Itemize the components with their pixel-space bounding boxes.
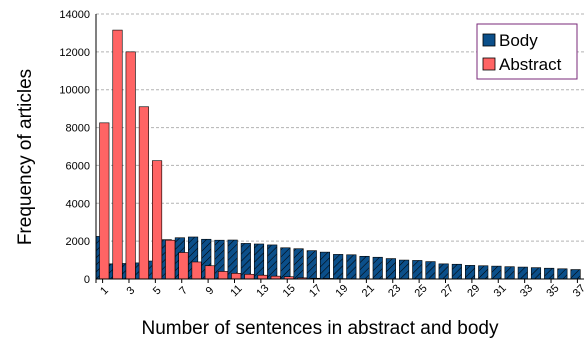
x-tick-label: 13 (254, 282, 271, 299)
bar-abstract (257, 274, 268, 280)
bar-body (306, 250, 317, 280)
bar-body (399, 259, 410, 280)
bar-abstract (244, 273, 255, 280)
bar-abstract (112, 29, 123, 280)
x-tick-label: 35 (544, 282, 561, 299)
bar-body (319, 251, 331, 280)
x-tick-label: 33 (518, 282, 535, 299)
y-tick-label: 8000 (66, 123, 90, 135)
bar-body (570, 269, 581, 280)
x-tick-label: 17 (307, 282, 324, 299)
bar-body (385, 258, 396, 280)
x-tick-label: 5 (151, 285, 164, 298)
bar-body (438, 263, 449, 280)
legend-swatch-abstract (482, 57, 496, 71)
bar-body (293, 248, 304, 280)
x-tick-label: 25 (413, 282, 430, 299)
bar-body (359, 255, 370, 280)
y-tick-label: 2000 (66, 236, 90, 248)
bar-abstract (125, 51, 136, 280)
x-tick-labels: 1 3 5 7 9 11 13 15 17 19 21 23 25 27 29 31 33 35 37 (98, 282, 587, 299)
x-tick-label: 37 (571, 282, 587, 299)
bar-body (491, 265, 502, 280)
x-tick-label: 3 (125, 285, 138, 298)
bar-body (280, 247, 291, 280)
bar-abstract (99, 122, 110, 280)
bar-body (346, 254, 357, 280)
y-tick-label: 6000 (66, 160, 90, 172)
y-tick-label: 14000 (59, 9, 90, 21)
bar-abstract (204, 265, 215, 280)
x-axis-title: Number of sentences in abstract and body (142, 318, 499, 338)
axes (95, 14, 584, 283)
bar-body (451, 263, 462, 280)
bar-abstract (152, 160, 163, 280)
bar-body (478, 265, 489, 280)
bar-body (333, 254, 344, 280)
x-tick-label: 23 (386, 282, 403, 299)
bar-abstract (231, 273, 242, 280)
bar-body (267, 244, 278, 280)
x-tick-label: 31 (492, 282, 509, 299)
bar-body (517, 266, 528, 280)
bar-abstract (217, 271, 229, 280)
x-tick-label: 15 (281, 282, 298, 299)
x-tick-label: 21 (360, 282, 377, 299)
bar-abstract (191, 261, 202, 280)
bar-body (425, 261, 436, 280)
bar-body (544, 267, 555, 280)
bar-abstract (165, 239, 176, 280)
x-tick-label: 27 (439, 282, 456, 299)
legend-label-body: Body (499, 31, 538, 50)
y-tick-labels: 0 2000 4000 6000 8000 10000 12000 14000 (59, 9, 90, 286)
y-tick-label: 10000 (59, 85, 90, 97)
bar-body (240, 243, 251, 280)
x-tick-label: 29 (465, 282, 482, 299)
legend-label-abstract: Abstract (499, 55, 562, 74)
legend-swatch-body (482, 33, 496, 47)
bar-body (504, 266, 515, 280)
bar-body (372, 256, 383, 280)
bar-body (464, 265, 476, 280)
y-axis-title: Frequency of articles (15, 69, 36, 245)
bar-body (253, 243, 265, 280)
legend: Body Abstract (476, 23, 578, 80)
x-tick-label: 7 (177, 285, 190, 298)
bar-abstract (138, 106, 149, 280)
bar-abstract (178, 252, 189, 280)
y-tick-label: 12000 (59, 47, 90, 59)
x-tick-label: 1 (98, 285, 111, 298)
bar-body (557, 268, 568, 280)
y-tick-label: 4000 (66, 198, 90, 210)
x-tick-label: 11 (228, 283, 245, 300)
x-tick-label: 19 (333, 282, 350, 299)
y-tick-label: 0 (84, 274, 90, 286)
x-tick-label: 9 (204, 285, 217, 298)
bar-body (530, 267, 542, 280)
bar-body (412, 260, 423, 280)
